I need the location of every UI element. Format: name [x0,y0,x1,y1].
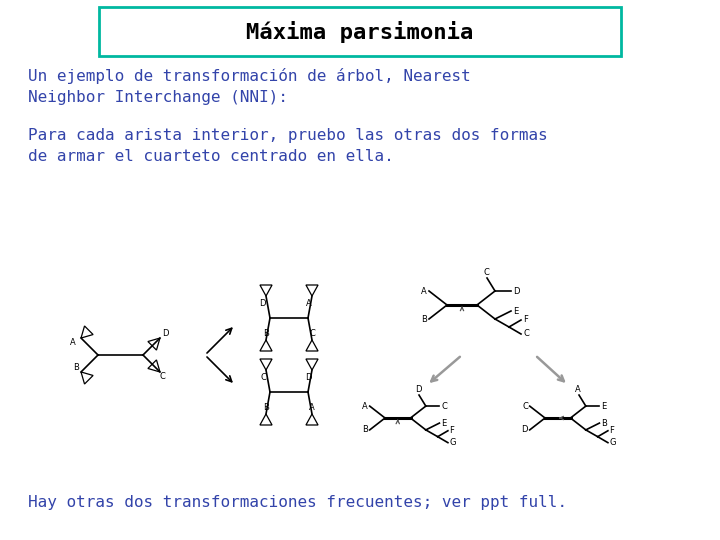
Text: Hay otras dos transformaciones frecuentes; ver ppt full.: Hay otras dos transformaciones frecuente… [28,495,567,510]
Text: E: E [441,418,446,428]
Text: D: D [521,426,528,434]
Text: G: G [449,438,456,447]
Text: C: C [523,329,529,339]
Text: D: D [259,299,266,307]
Text: Un ejemplo de transformación de árbol, Nearest
Neighbor Interchange (NNI):: Un ejemplo de transformación de árbol, N… [28,68,471,105]
Text: Máxima parsimonia: Máxima parsimonia [246,21,474,43]
Text: E: E [513,307,518,315]
Text: E: E [601,402,606,410]
Text: B: B [73,362,79,372]
Text: B: B [421,314,427,323]
Text: C: C [522,402,528,410]
FancyBboxPatch shape [99,7,621,56]
Text: D: D [162,328,168,338]
Text: A: A [306,299,312,307]
Text: F: F [523,315,528,325]
Text: B: B [263,328,269,338]
Text: B: B [263,402,269,411]
Text: C: C [483,268,489,277]
Text: B: B [362,426,368,434]
Text: B: B [601,418,607,428]
Text: C: C [260,373,266,381]
Text: A: A [575,385,581,394]
Text: F: F [610,426,614,435]
Text: A: A [362,402,368,410]
Text: A: A [421,287,427,295]
Text: G: G [610,438,616,447]
Text: C: C [309,328,315,338]
Text: A: A [71,339,76,347]
Text: D: D [305,373,312,381]
Text: D: D [415,385,421,394]
Text: C: C [159,373,165,381]
Text: C: C [441,402,447,410]
Text: A: A [309,402,315,411]
Text: Para cada arista interior, pruebo las otras dos formas
de armar el cuarteto cent: Para cada arista interior, pruebo las ot… [28,128,548,164]
Text: D: D [513,287,520,295]
Text: F: F [449,426,454,435]
